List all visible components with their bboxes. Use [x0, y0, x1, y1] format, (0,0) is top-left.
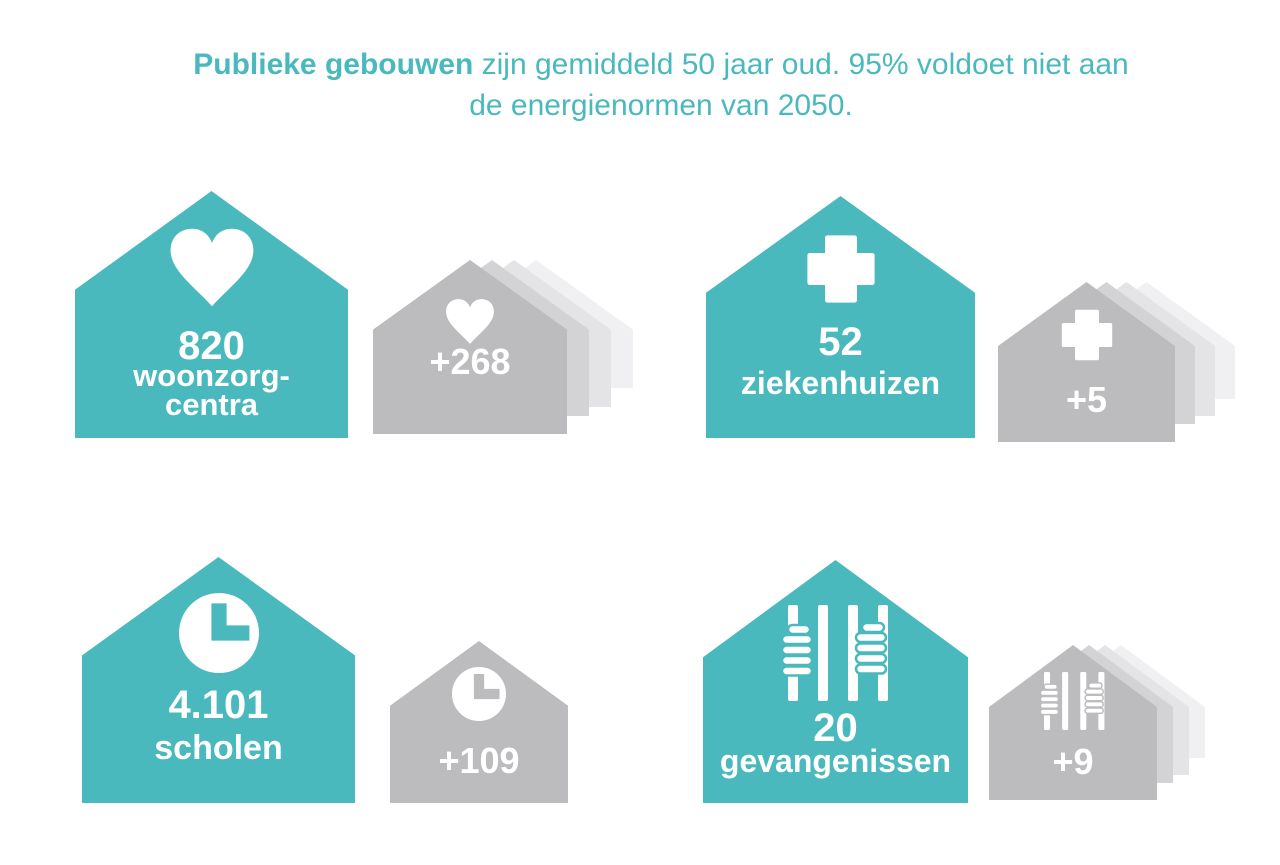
medical-cross-icon — [1060, 308, 1114, 362]
extra-house-gevangenissen: +9 — [989, 645, 1157, 800]
heart-icon — [167, 227, 257, 308]
extra-count-scholen: +109 — [438, 740, 520, 781]
medical-cross-icon — [805, 233, 877, 305]
count-scholen: 4.101 — [168, 683, 269, 727]
header-line1-rest: zijn gemiddeld 50 jaar oud. 95% voldoet … — [473, 48, 1129, 81]
label-woonzorgcentra: woonzorg- centra — [133, 358, 290, 422]
count-woonzorgcentra: 820 — [178, 324, 245, 368]
prison-bars-icon — [1039, 672, 1107, 730]
extra-houses-ziekenhuizen: +5 — [998, 282, 1235, 442]
house-ziekenhuizen: 52 ziekenhuizen — [706, 196, 975, 438]
extra-house-scholen: +109 — [390, 641, 568, 803]
count-ziekenhuizen: 52 — [818, 320, 863, 364]
house-scholen: 4.101 scholen — [82, 557, 355, 803]
clock-icon — [179, 593, 259, 673]
extra-house-woonzorgcentra: +268 — [373, 260, 567, 434]
heart-icon — [444, 298, 496, 345]
label-gevangenissen: gevangenissen — [719, 743, 952, 779]
header-line1: Publieke gebouwen zijn gemiddeld 50 jaar… — [42, 44, 1280, 85]
prison-bars-icon — [780, 605, 892, 701]
label-ziekenhuizen: ziekenhuizen — [740, 365, 941, 401]
clock-icon — [452, 667, 506, 721]
extra-houses-gevangenissen: +9 — [989, 645, 1205, 800]
extra-house-ziekenhuizen: +5 — [998, 282, 1175, 442]
header-highlight: Publieke gebouwen — [193, 48, 474, 81]
extra-count-ziekenhuizen: +5 — [1065, 379, 1108, 420]
extra-count-woonzorgcentra: +268 — [429, 341, 511, 382]
house-gevangenissen: 20 gevangenissen — [703, 560, 968, 803]
house-woonzorgcentra: 820 woonzorg- centra — [75, 191, 348, 438]
label-scholen: scholen — [154, 729, 283, 767]
extra-houses-woonzorgcentra: +268 — [373, 260, 633, 434]
count-gevangenissen: 20 — [813, 706, 858, 750]
header-line2: de energienormen van 2050. — [469, 89, 853, 122]
extra-count-gevangenissen: +9 — [1052, 741, 1094, 782]
header-text: Publieke gebouwen zijn gemiddeld 50 jaar… — [42, 44, 1280, 126]
